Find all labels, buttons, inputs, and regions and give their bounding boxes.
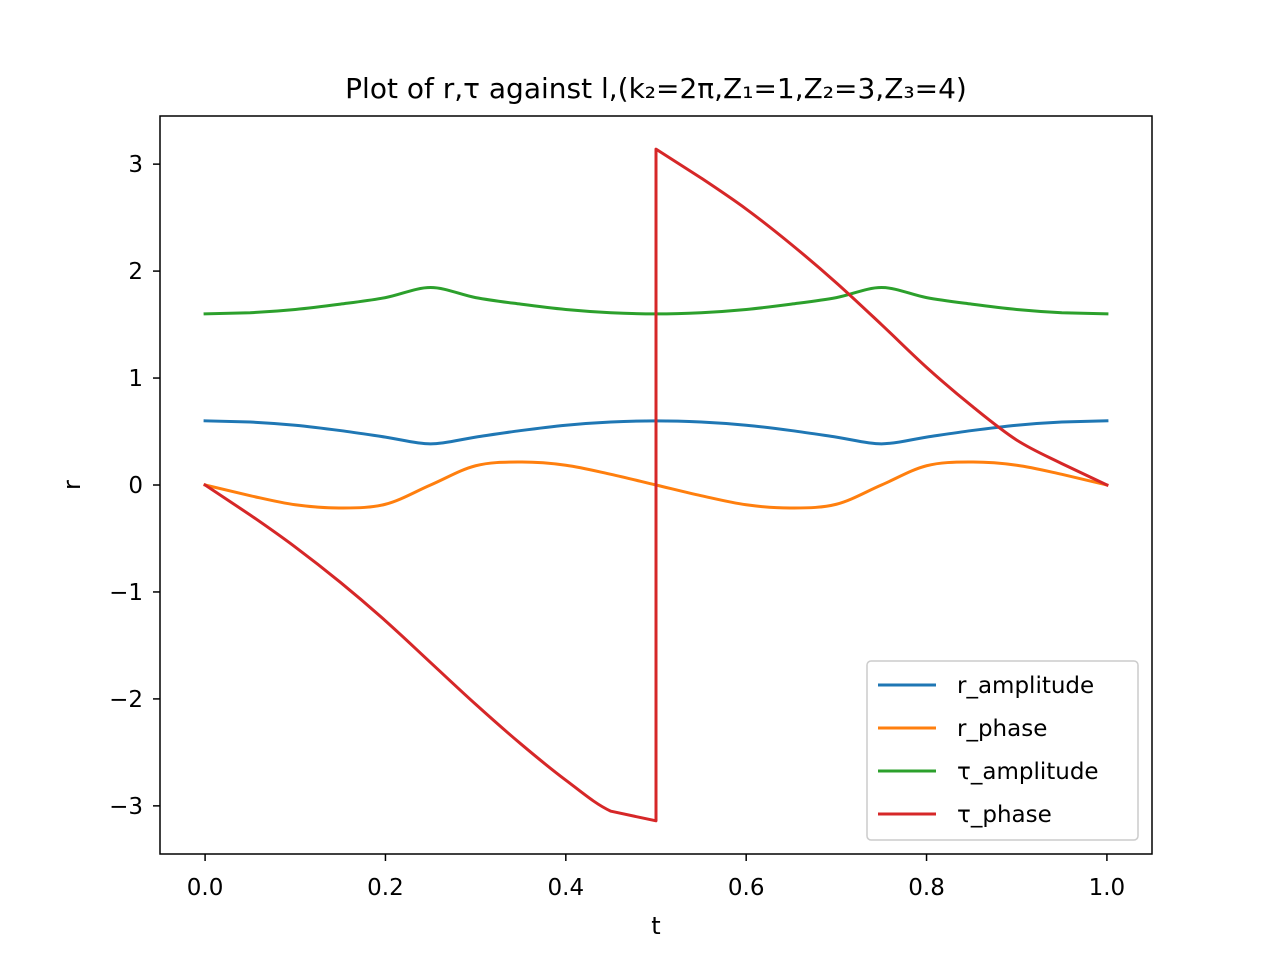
y-axis: −3 −2 −1 0 1 2 3 — [109, 152, 160, 820]
legend: r_amplitude r_phase τ_amplitude τ_phase — [866, 660, 1139, 841]
y-tick-label: 0 — [128, 473, 143, 499]
x-tick-label: 1.0 — [1089, 875, 1126, 901]
x-tick-label: 0.8 — [908, 875, 945, 901]
x-tick-label: 0.0 — [187, 875, 224, 901]
y-tick-label: 1 — [128, 366, 143, 392]
x-axis-label: t — [651, 912, 660, 940]
y-tick-label: −2 — [109, 687, 143, 713]
x-tick-label: 0.4 — [548, 875, 585, 901]
chart-title: Plot of r,τ against l,(k₂=2π,Z₁=1,Z₂=3,Z… — [345, 72, 967, 105]
legend-label-2: τ_amplitude — [957, 759, 1099, 785]
y-tick-label: 2 — [128, 259, 143, 285]
x-tick-label: 0.2 — [367, 875, 404, 901]
y-tick-label: 3 — [128, 152, 143, 178]
y-tick-label: −3 — [109, 794, 143, 820]
series-line-3 — [203, 147, 1109, 823]
x-axis: 0.0 0.2 0.4 0.6 0.8 1.0 — [187, 854, 1125, 901]
y-axis-label: r — [58, 480, 86, 490]
x-tick-label: 0.6 — [728, 875, 765, 901]
legend-box — [866, 660, 1139, 841]
series-lines — [203, 147, 1109, 823]
legend-label-0: r_amplitude — [957, 673, 1094, 699]
legend-label-1: r_phase — [957, 716, 1047, 742]
legend-label-3: τ_phase — [957, 802, 1052, 828]
y-tick-label: −1 — [109, 580, 143, 606]
